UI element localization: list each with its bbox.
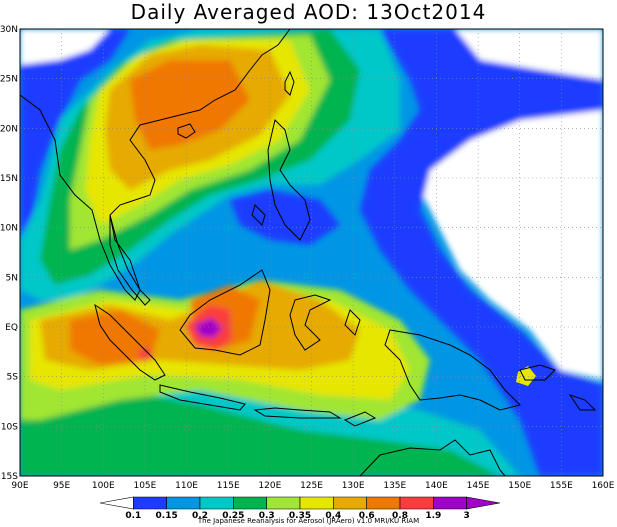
aod-3-region <box>195 318 222 338</box>
lon-tick-label: 120E <box>258 481 281 491</box>
lat-tick-label: EQ <box>5 323 18 333</box>
aod-0.8-region <box>130 60 250 150</box>
lat-tick-label: 5S <box>7 373 19 383</box>
aod-field <box>20 29 603 476</box>
lon-tick-label: 135E <box>383 481 406 491</box>
lon-tick-label: 145E <box>467 481 490 491</box>
colorbar-level-label: 0.35 <box>289 511 311 521</box>
aod-0.8-region-south <box>70 310 160 365</box>
coastline-solomon <box>568 394 597 411</box>
lat-tick-label: 15S <box>1 472 18 482</box>
colorbar-level-label: 0.8 <box>392 511 408 521</box>
coastline-new-guinea <box>384 329 521 411</box>
lat-tick-label: 30N <box>0 25 18 35</box>
plot-frame <box>19 28 604 477</box>
lon-tick-label: 150E <box>508 481 531 491</box>
coastline-palawan <box>251 204 266 226</box>
aod-0.15-band <box>360 29 603 476</box>
lat-tick-label: 10S <box>1 422 18 432</box>
credit-text: The Japanese Reanalysis for Aerosol (JRA… <box>197 517 420 525</box>
lon-tick-label: 130E <box>342 481 365 491</box>
colorbar-swatch <box>299 496 334 510</box>
lat-tick-label: 10N <box>0 224 18 234</box>
lat-tick-label: 20N <box>0 124 18 134</box>
coastline-timor <box>343 411 377 427</box>
coastline-hainan <box>177 123 196 139</box>
colorbar-level-label: 0.2 <box>192 511 208 521</box>
colorbar-level-label: 0.25 <box>222 511 244 521</box>
map-title: Daily Averaged AOD: 13Oct2014 <box>130 0 487 24</box>
lon-tick-label: 155E <box>550 481 573 491</box>
longitude-labels: 90E 95E 100E 105E 110E 115E 120E 125E 130E 135E 14… <box>11 481 614 491</box>
lat-tick-label: 5N <box>6 273 18 283</box>
colorbar-level-label: 0.4 <box>325 511 341 521</box>
colorbar-level-label: 0.3 <box>259 511 275 521</box>
lon-tick-label: 110E <box>175 481 198 491</box>
colorbar-swatch <box>199 496 234 510</box>
colorbar-swatch <box>233 496 267 510</box>
aod-low-region-east <box>420 100 603 380</box>
colorbar-swatch <box>99 496 134 510</box>
coastline-borneo <box>179 269 271 356</box>
colorbar-level-label: 3 <box>464 511 470 521</box>
coastline-maluku <box>344 309 361 336</box>
colorbar-swatch <box>466 496 501 510</box>
lat-tick-label: 25N <box>0 75 18 85</box>
coastline-new-britain <box>519 364 556 381</box>
lon-tick-label: 160E <box>592 481 615 491</box>
colorbar-swatch <box>366 496 401 510</box>
latitude-labels: 30N 25N 20N 15N 10N 5N EQ 5S 10S 15S <box>0 25 18 482</box>
coastlines <box>20 29 597 476</box>
aod-0.15-band-west <box>20 29 130 240</box>
colorbar-swatch <box>333 496 367 510</box>
coastline-mainland-asia <box>20 29 291 301</box>
coastline-lesser-sunda <box>253 407 342 419</box>
coastline-taiwan <box>284 70 295 96</box>
coastline-malay-peninsula <box>109 214 151 306</box>
lon-tick-label: 95E <box>53 481 70 491</box>
lon-tick-label: 100E <box>92 481 115 491</box>
lat-tick-label: 15N <box>0 174 18 184</box>
coastline-sumatra <box>94 303 166 381</box>
colorbar-swatch <box>133 496 167 510</box>
coastline-java <box>159 384 246 411</box>
colorbar-swatch <box>166 496 201 510</box>
colorbar-level-label: 0.1 <box>125 511 141 521</box>
colorbar: 0.1 0.15 0.2 0.25 0.3 0.35 0.4 0.6 0.8 1.9 3 <box>99 496 501 521</box>
colorbar-level-label: 0.15 <box>156 511 178 521</box>
coastline-australia-north <box>359 439 506 476</box>
aod-0.15-patch-central <box>230 190 340 245</box>
lon-tick-label: 115E <box>217 481 240 491</box>
lon-tick-label: 90E <box>11 481 28 491</box>
colorbar-swatch <box>399 496 434 510</box>
aod-low-region-northeast <box>455 29 603 80</box>
colorbar-swatch <box>433 496 467 510</box>
aod-low-region-northwest <box>20 29 110 65</box>
lon-tick-label: 125E <box>300 481 323 491</box>
coastline-philippines <box>267 119 311 241</box>
coastline-sulawesi <box>289 294 332 351</box>
colorbar-level-label: 0.6 <box>359 511 375 521</box>
colorbar-level-label: 1.9 <box>425 511 441 521</box>
lon-tick-label: 105E <box>133 481 156 491</box>
colorbar-swatch <box>266 496 301 510</box>
lon-tick-label: 140E <box>425 481 448 491</box>
